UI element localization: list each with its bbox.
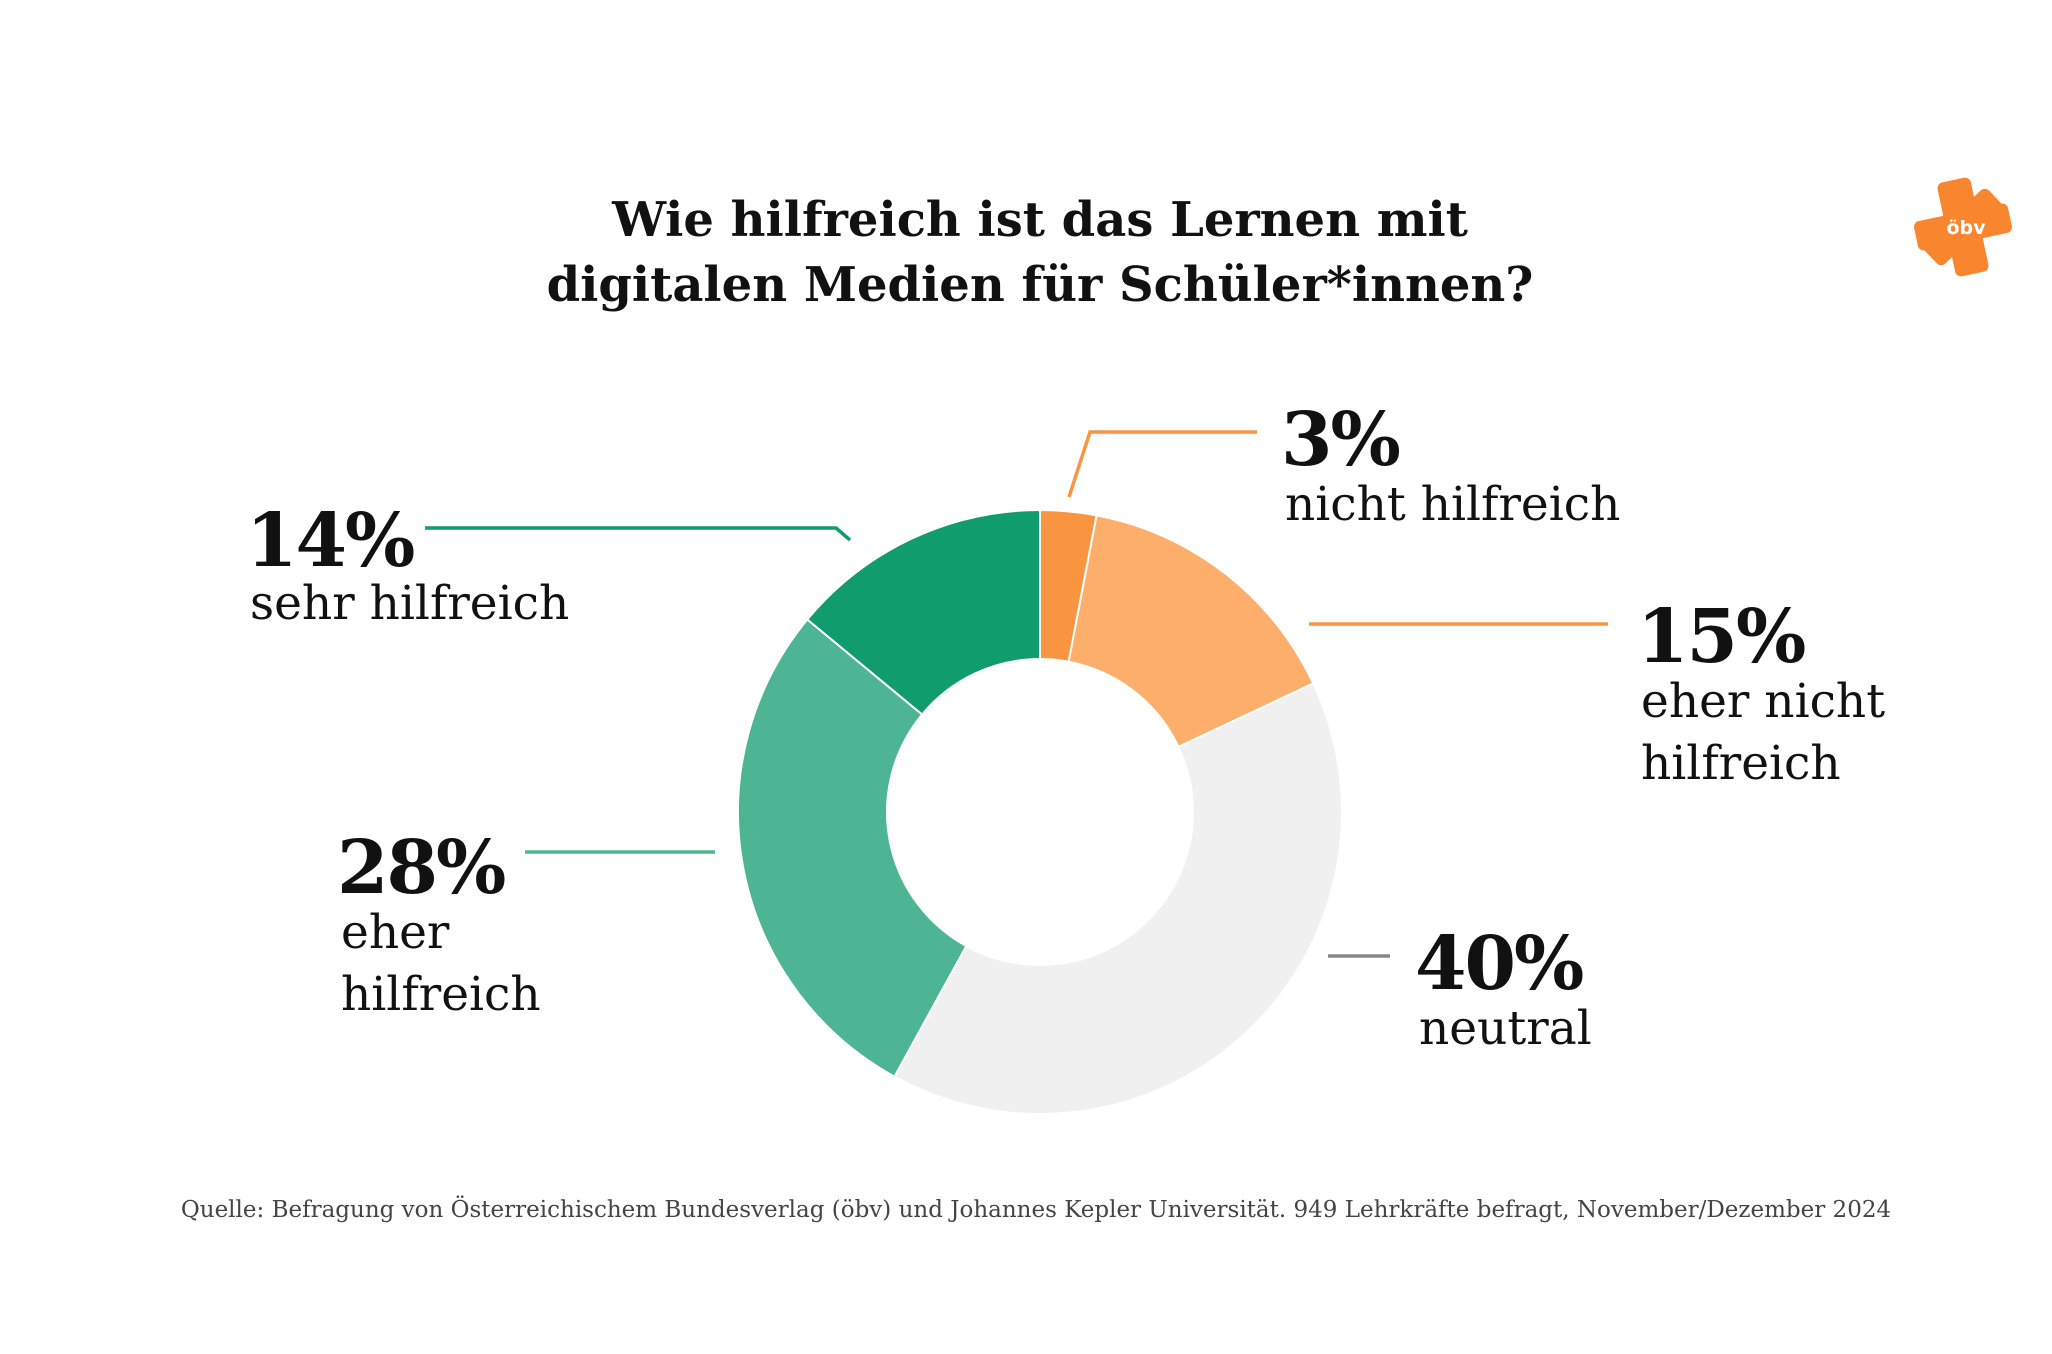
chart-title-line-1: Wie hilfreich ist das Lernen mit bbox=[611, 192, 1468, 248]
leader-line-nicht-hilfreich bbox=[1067, 430, 1257, 498]
category-label-neutral: neutral bbox=[1419, 1001, 1592, 1056]
obv-logo bbox=[1914, 177, 2012, 277]
category-label-eher-hilfreich-line-1: eher bbox=[341, 905, 450, 960]
callouts: 3%nicht hilfreich 15%eher nicht hilfreich 4… bbox=[246, 397, 1885, 1056]
data-label-pct-eher-nicht-hilfreich: 15% bbox=[1637, 594, 1805, 680]
data-label-pct-eher-hilfreich: 28% bbox=[337, 825, 505, 911]
logo-bar-diagonal bbox=[1924, 188, 2002, 266]
category-label-eher-nicht-hilfreich-line-1: eher nicht bbox=[1641, 674, 1885, 729]
slice-eher-hilfreich bbox=[737, 618, 968, 1078]
leader-line-sehr-hilfreich bbox=[425, 526, 852, 542]
category-label-sehr-hilfreich: sehr hilfreich bbox=[250, 576, 569, 631]
category-label-eher-hilfreich-line-2: hilfreich bbox=[341, 967, 541, 1022]
data-label-pct-sehr-hilfreich: 14% bbox=[246, 498, 414, 584]
data-label-pct-nicht-hilfreich: 3% bbox=[1281, 397, 1399, 483]
slice-eher-nicht-hilfreich bbox=[1067, 514, 1315, 749]
slice-sehr-hilfreich bbox=[805, 508, 1041, 716]
slice-neutral bbox=[893, 682, 1343, 1115]
chart-title-line-2: digitalen Medien für Schüler*innen? bbox=[547, 257, 1534, 313]
source-note: Quelle: Befragung von Österreichischem B… bbox=[181, 1196, 1891, 1223]
logo-text: öbv bbox=[1946, 217, 1986, 239]
category-label-eher-nicht-hilfreich-line-2: hilfreich bbox=[1641, 736, 1841, 791]
data-label-pct-neutral: 40% bbox=[1415, 921, 1583, 1007]
category-label-nicht-hilfreich: nicht hilfreich bbox=[1285, 477, 1620, 532]
donut-chart bbox=[737, 508, 1343, 1115]
